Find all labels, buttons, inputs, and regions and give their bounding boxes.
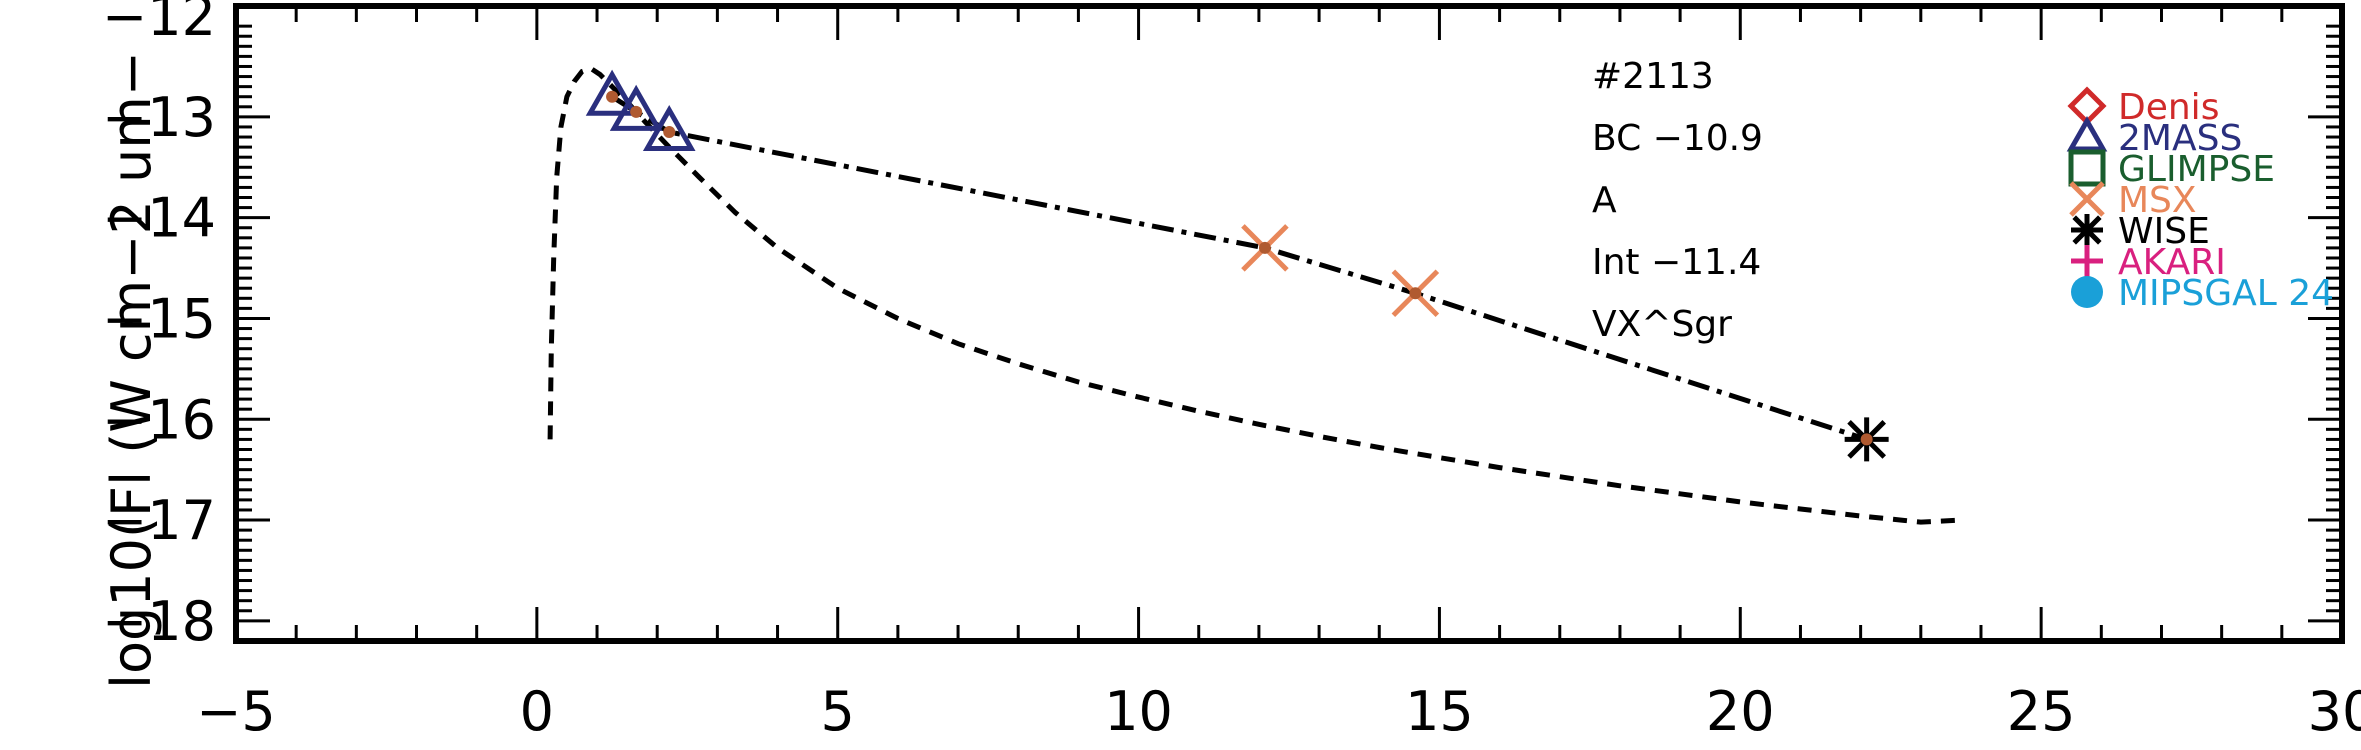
annotation-line: #2113 bbox=[1592, 56, 1714, 97]
asterisk-stroke bbox=[2072, 215, 2102, 245]
legend-label: Denis bbox=[2118, 87, 2219, 128]
x-tick-label: 30 bbox=[2308, 680, 2361, 743]
annotation-line: BC −10.9 bbox=[1592, 118, 1763, 159]
x-axis-ticks: −5 0 5 10 15 20 25 30 bbox=[196, 6, 2361, 743]
annotation-line: Int −11.4 bbox=[1592, 242, 1761, 283]
data-point-2mass bbox=[585, 69, 639, 116]
y-tick-label: −18 bbox=[102, 590, 216, 653]
point-center-dot bbox=[1258, 241, 1271, 254]
y-tick-label: −12 bbox=[102, 0, 216, 48]
triangle-marker bbox=[609, 84, 663, 131]
circle-marker bbox=[2071, 276, 2103, 308]
x-tick-label: 15 bbox=[1405, 680, 1474, 743]
triangle-marker bbox=[2066, 115, 2108, 152]
point-center-dot bbox=[1860, 433, 1873, 446]
data-point-2mass bbox=[642, 104, 696, 151]
plot-frame bbox=[233, 3, 2345, 644]
point-center-dot bbox=[630, 105, 643, 118]
y-tick-label: −14 bbox=[102, 187, 216, 250]
legend-label: MSX bbox=[2118, 180, 2197, 221]
point-center-dot bbox=[1409, 287, 1422, 300]
point-center-dot bbox=[606, 90, 619, 103]
annotation-line: A bbox=[1592, 180, 1617, 221]
triangle-marker bbox=[642, 104, 696, 151]
annotation-line: VX^Sgr bbox=[1592, 304, 1732, 345]
triangle-marker bbox=[585, 69, 639, 116]
series-group bbox=[547, 65, 1964, 525]
legend-label: 2MASS bbox=[2118, 118, 2242, 159]
fit-line-dashdot bbox=[610, 94, 1868, 442]
plot-border bbox=[233, 3, 2345, 644]
data-point-2mass bbox=[609, 84, 663, 131]
legend-marker-2mass bbox=[2066, 115, 2108, 152]
legend-marker-glimpse bbox=[2068, 149, 2106, 187]
y-axis-label: log10(Fl (W cm−2 um− bbox=[100, 51, 163, 689]
legend-label: WISE bbox=[2118, 211, 2210, 252]
x-tick-label: 10 bbox=[1104, 680, 1173, 743]
legend-marker-mipsgal-24 bbox=[2071, 276, 2103, 308]
y-axis-ticks: −12 −13 −14 −15 −16 −17 −18 bbox=[102, 0, 2342, 653]
x-tick-label: −5 bbox=[196, 680, 276, 743]
y-tick-label: −13 bbox=[102, 86, 216, 149]
legend-label: AKARI bbox=[2118, 242, 2226, 283]
point-center-dot bbox=[663, 125, 676, 138]
legend-label: MIPSGAL 24 bbox=[2118, 273, 2334, 314]
x-tick-label: 20 bbox=[1706, 680, 1775, 743]
square-marker bbox=[2068, 149, 2106, 187]
y-tick-label: −16 bbox=[102, 388, 216, 451]
data-points bbox=[585, 69, 1889, 462]
legend-marker-msx bbox=[2069, 181, 2105, 217]
y-tick-label: −15 bbox=[102, 287, 216, 350]
x-tick-label: 25 bbox=[2007, 680, 2076, 743]
legend-marker-wise bbox=[2071, 214, 2103, 246]
y-tick-label: −17 bbox=[102, 489, 216, 552]
x-tick-label: 5 bbox=[821, 680, 855, 743]
x-tick-label: 0 bbox=[520, 680, 554, 743]
model-curve-dashed bbox=[547, 65, 1964, 525]
x-marker-stroke bbox=[2069, 181, 2105, 217]
annotation-block: #2113 BC −10.9 A Int −11.4 VX^Sgr bbox=[1592, 56, 1763, 345]
legend-marker-akari bbox=[2071, 245, 2103, 277]
legend-label: GLIMPSE bbox=[2118, 149, 2275, 190]
